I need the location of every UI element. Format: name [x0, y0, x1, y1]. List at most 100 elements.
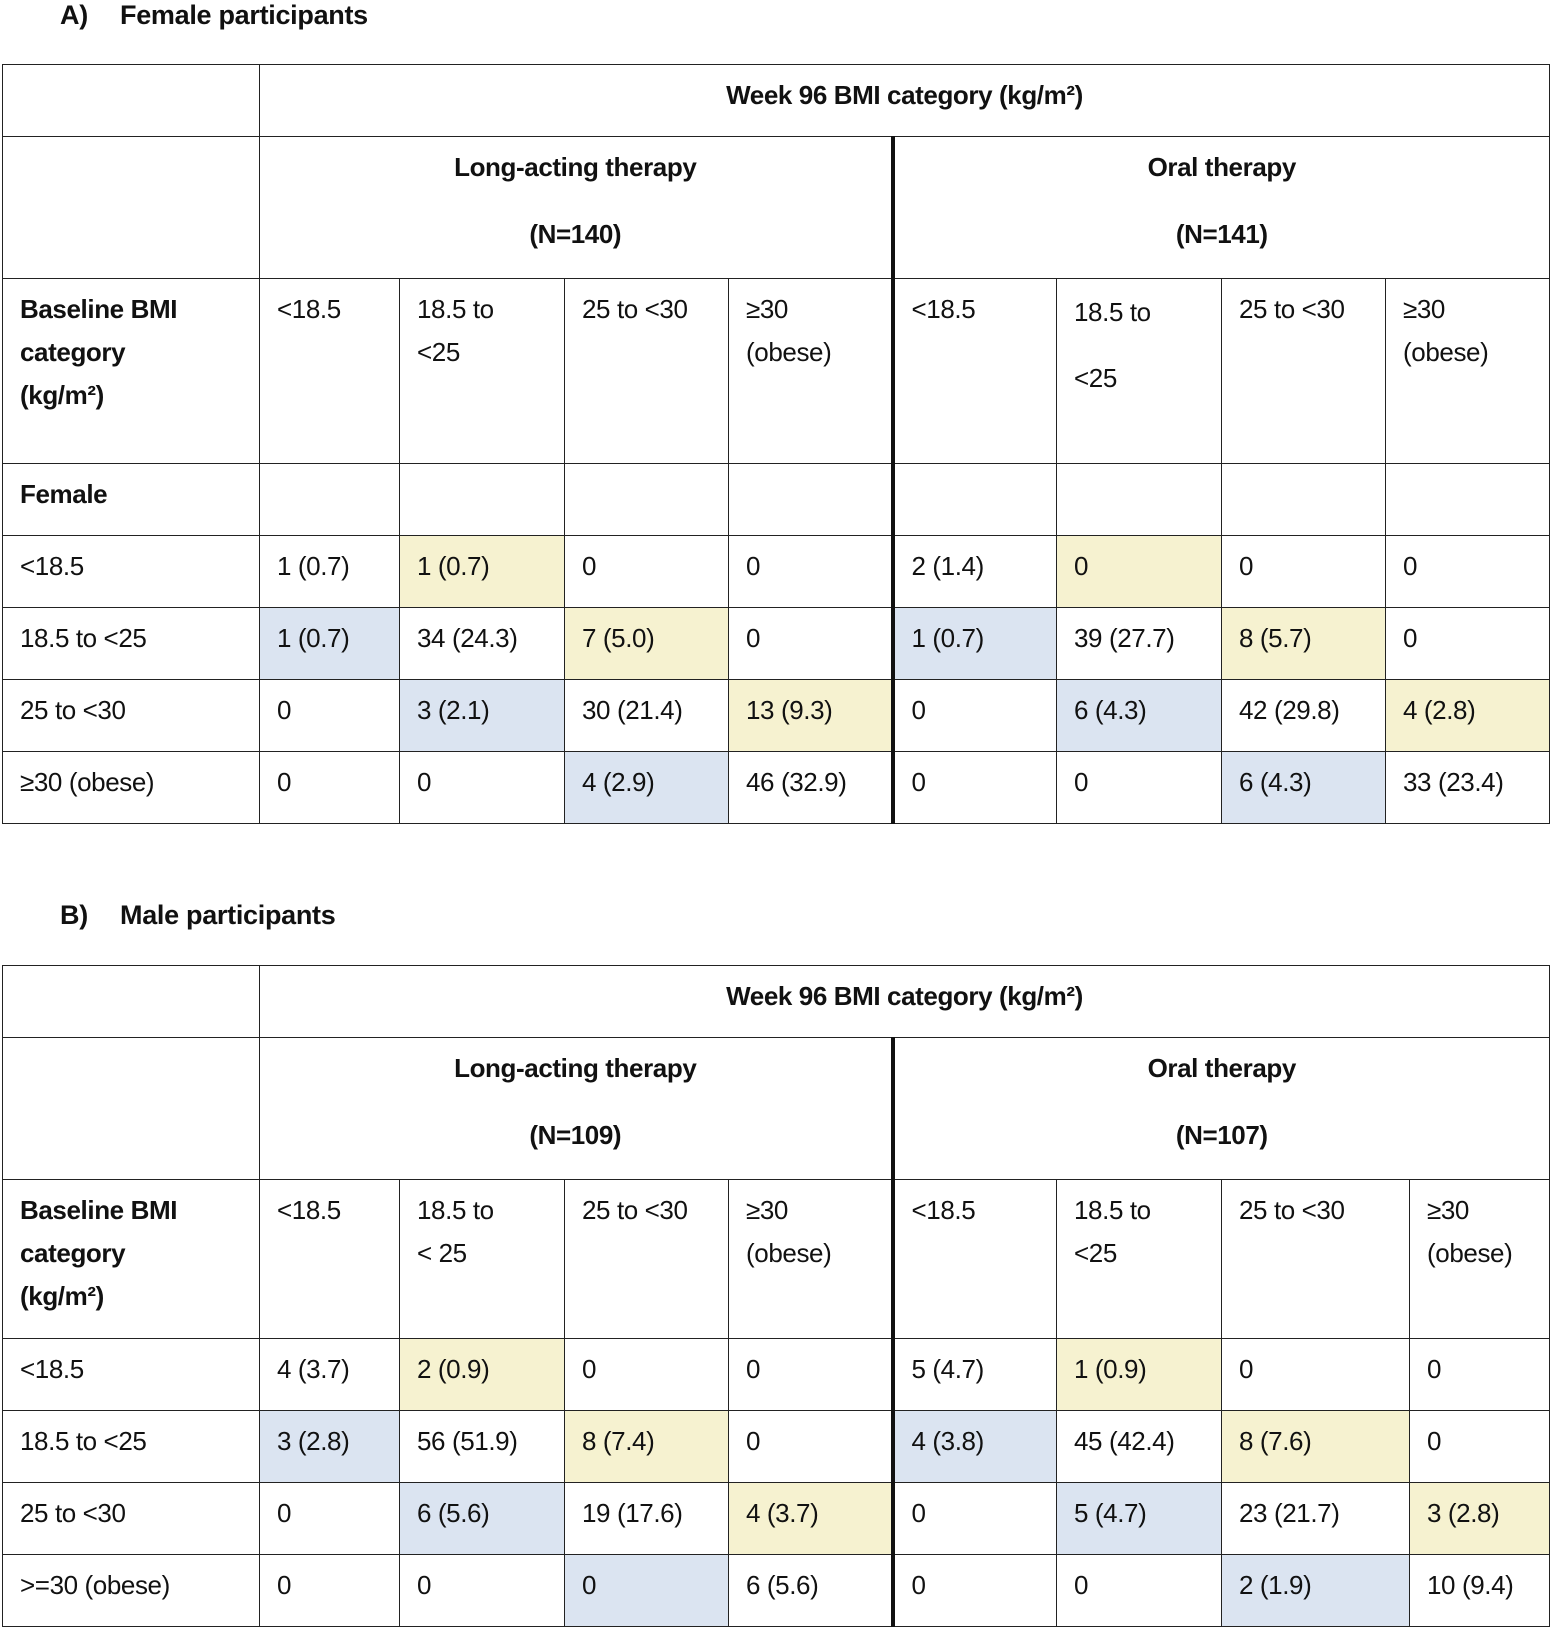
data-cell: 3 (2.8): [1409, 1482, 1550, 1555]
data-cell: 0: [1221, 535, 1386, 608]
section-title-male: B) Male participants: [60, 900, 336, 930]
data-cell: 0: [259, 679, 400, 752]
row-label: 25 to <30: [2, 1482, 260, 1555]
data-cell: 4 (3.7): [728, 1482, 895, 1555]
column-label: 25 to <30: [1221, 278, 1386, 464]
data-cell: 6 (5.6): [399, 1482, 565, 1555]
data-cell: 1 (0.7): [892, 607, 1057, 680]
empty-cell: [728, 463, 895, 536]
data-cell: 30 (21.4): [564, 679, 729, 752]
row-label: 18.5 to <25: [2, 607, 260, 680]
data-cell: 0: [1385, 607, 1550, 680]
data-cell: 5 (4.7): [1056, 1482, 1222, 1555]
data-cell: 8 (7.6): [1221, 1410, 1410, 1483]
row-label: <18.5: [2, 1338, 260, 1411]
data-cell: 0: [728, 1338, 895, 1411]
data-cell: 0: [1409, 1338, 1550, 1411]
data-cell: 0: [892, 1554, 1057, 1627]
group-n: (N=140): [529, 219, 622, 249]
column-label: 18.5 to < 25: [399, 1179, 565, 1339]
data-cell: 0: [1056, 535, 1222, 608]
data-cell: 0: [564, 535, 729, 608]
data-cell: 8 (5.7): [1221, 607, 1386, 680]
data-cell: 4 (3.7): [259, 1338, 400, 1411]
data-cell: 0: [892, 751, 1057, 824]
data-cell: 0: [1221, 1338, 1410, 1411]
empty-cell: [399, 463, 565, 536]
table-row: 25 to <30 0 3 (2.1) 30 (21.4) 13 (9.3) 0 6 (4.…: [2, 679, 1550, 752]
week96-header: Week 96 BMI category (kg/m²): [259, 965, 1550, 1038]
data-cell: 5 (4.7): [892, 1338, 1057, 1411]
data-cell: 0: [1385, 535, 1550, 608]
data-cell: 0: [259, 751, 400, 824]
table-row: 25 to <30 0 6 (5.6) 19 (17.6) 4 (3.7) 0 5 (4.7…: [2, 1482, 1550, 1555]
baseline-header: Baseline BMI category (kg/m²): [2, 1179, 260, 1339]
table-row: ≥30 (obese) 0 0 4 (2.9) 46 (32.9) 0 0 6 (4.3) 33…: [2, 751, 1550, 824]
female-bmi-table: Week 96 BMI category (kg/m²) Long-acting …: [2, 64, 1550, 824]
section-row-label: Female: [2, 463, 260, 536]
data-cell: 19 (17.6): [564, 1482, 729, 1555]
table-row: 18.5 to <25 1 (0.7) 34 (24.3) 7 (5.0) 0 1 (0.…: [2, 607, 1550, 680]
data-cell: 0: [564, 1338, 729, 1411]
empty-cell: [259, 463, 400, 536]
column-label: 18.5 to <25: [1056, 1179, 1222, 1339]
data-cell: 46 (32.9): [728, 751, 895, 824]
data-cell: 45 (42.4): [1056, 1410, 1222, 1483]
column-label: 18.5 to <25: [1056, 278, 1222, 464]
data-cell: 0: [259, 1554, 400, 1627]
data-cell: 0: [1056, 1554, 1222, 1627]
data-cell: 6 (5.6): [728, 1554, 895, 1627]
group-name: Long-acting therapy: [454, 1053, 697, 1083]
corner-cell: [2, 64, 260, 137]
data-cell: 2 (1.4): [892, 535, 1057, 608]
data-cell: 0: [399, 751, 565, 824]
group-n: (N=109): [529, 1120, 622, 1150]
data-cell: 0: [728, 535, 895, 608]
data-cell: 10 (9.4): [1409, 1554, 1550, 1627]
empty-cell: [892, 463, 1057, 536]
data-cell: 2 (0.9): [399, 1338, 565, 1411]
data-cell: 42 (29.8): [1221, 679, 1386, 752]
column-label: 25 to <30: [564, 278, 729, 464]
corner-cell: [2, 136, 260, 279]
data-cell: 7 (5.0): [564, 607, 729, 680]
group-n: (N=141): [1175, 219, 1268, 249]
data-cell: 4 (2.8): [1385, 679, 1550, 752]
data-cell: 6 (4.3): [1056, 679, 1222, 752]
data-cell: 0: [892, 1482, 1057, 1555]
data-cell: 1 (0.7): [259, 535, 400, 608]
empty-cell: [1221, 463, 1386, 536]
group-header-long-acting: Long-acting therapy (N=140): [259, 136, 895, 279]
row-label: 25 to <30: [2, 679, 260, 752]
column-label: ≥30 (obese): [728, 278, 895, 464]
column-label: <18.5: [259, 278, 400, 464]
data-cell: 0: [892, 679, 1057, 752]
group-header-oral: Oral therapy (N=141): [892, 136, 1550, 279]
data-cell: 8 (7.4): [564, 1410, 729, 1483]
corner-cell: [2, 1037, 260, 1180]
column-label: 25 to <30: [1221, 1179, 1410, 1339]
data-cell: 1 (0.9): [1056, 1338, 1222, 1411]
column-label: ≥30 (obese): [1385, 278, 1550, 464]
data-cell: 2 (1.9): [1221, 1554, 1410, 1627]
column-label: <18.5: [259, 1179, 400, 1339]
data-cell: 0: [1409, 1410, 1550, 1483]
row-label: <18.5: [2, 535, 260, 608]
group-header-oral: Oral therapy (N=107): [892, 1037, 1550, 1180]
data-cell: 39 (27.7): [1056, 607, 1222, 680]
week96-header: Week 96 BMI category (kg/m²): [259, 64, 1550, 137]
baseline-header: Baseline BMI category (kg/m²): [2, 278, 260, 464]
group-n: (N=107): [1175, 1120, 1268, 1150]
group-name: Long-acting therapy: [454, 152, 697, 182]
data-cell: 4 (2.9): [564, 751, 729, 824]
data-cell: 0: [399, 1554, 565, 1627]
row-label: 18.5 to <25: [2, 1410, 260, 1483]
data-cell: 56 (51.9): [399, 1410, 565, 1483]
corner-cell: [2, 965, 260, 1038]
data-cell: 23 (21.7): [1221, 1482, 1410, 1555]
group-name: Oral therapy: [1147, 152, 1297, 182]
data-cell: 13 (9.3): [728, 679, 895, 752]
table-row: <18.5 4 (3.7) 2 (0.9) 0 0 5 (4.7) 1 (0.9) 0 0: [2, 1338, 1550, 1411]
data-cell: 34 (24.3): [399, 607, 565, 680]
male-bmi-table: Week 96 BMI category (kg/m²) Long-acting …: [2, 965, 1550, 1627]
